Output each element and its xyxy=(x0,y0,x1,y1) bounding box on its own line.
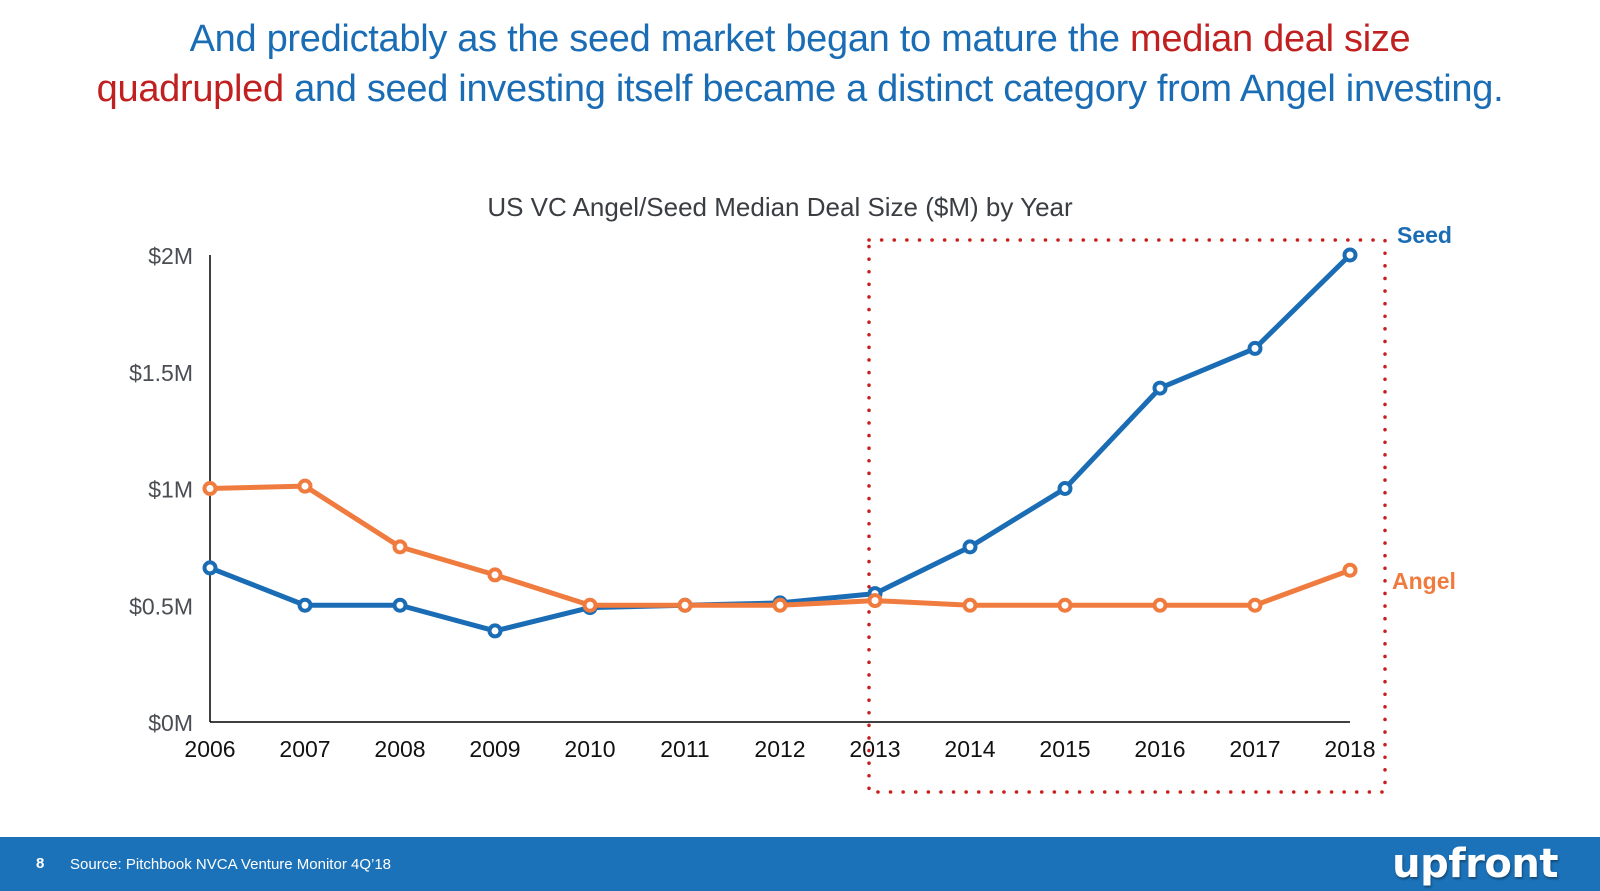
seed-point xyxy=(297,597,313,613)
y-tick-label: $1M xyxy=(148,477,193,503)
x-tick-label: 2016 xyxy=(1134,736,1185,762)
y-tick-label: $1.5M xyxy=(129,360,193,386)
headline: And predictably as the seed market began… xyxy=(0,14,1600,114)
x-tick-label: 2006 xyxy=(184,736,235,762)
seed-point xyxy=(1342,247,1358,263)
headline-line-2: quadrupled and seed investing itself bec… xyxy=(0,64,1600,114)
headline-line-1: And predictably as the seed market began… xyxy=(0,14,1600,64)
seed-point xyxy=(962,539,978,555)
page-number: 8 xyxy=(36,855,45,872)
x-tick-label: 2012 xyxy=(754,736,805,762)
angel-point xyxy=(1247,597,1263,613)
legend: Seed Angel xyxy=(1392,222,1456,594)
x-tick-label: 2018 xyxy=(1324,736,1375,762)
source-note: Source: Pitchbook NVCA Venture Monitor 4… xyxy=(70,856,392,873)
seed-point xyxy=(487,623,503,639)
y-tick-label: $0M xyxy=(148,710,193,736)
angel-point xyxy=(392,539,408,555)
angel-point xyxy=(677,597,693,613)
x-tick-label: 2008 xyxy=(374,736,425,762)
angel-point xyxy=(867,593,883,609)
x-tick-label: 2010 xyxy=(564,736,615,762)
angel-point xyxy=(487,567,503,583)
highlight-box xyxy=(867,238,1387,794)
angel-series xyxy=(202,478,1358,613)
angel-point xyxy=(1152,597,1168,613)
y-axis: $0M $0.5M $1M $1.5M $2M xyxy=(129,243,211,736)
seed-point xyxy=(392,597,408,613)
x-tick-label: 2014 xyxy=(944,736,995,762)
angel-point xyxy=(1057,597,1073,613)
series xyxy=(202,247,1358,639)
headline-text: And predictably as the seed market began… xyxy=(189,18,1131,60)
seed-point xyxy=(1057,481,1073,496)
angel-point xyxy=(1342,562,1358,578)
angel-point xyxy=(772,597,788,613)
legend-label-seed: Seed xyxy=(1397,222,1452,248)
upfront-logo: upfront xyxy=(1392,841,1558,887)
x-axis: 2006 2007 2008 2009 2010 2011 2012 2013 2014 2015… xyxy=(184,721,1376,762)
seed-line xyxy=(207,252,1353,634)
headline-text: and seed investing itself became a disti… xyxy=(283,68,1504,110)
angel-point xyxy=(202,481,218,496)
legend-label-angel: Angel xyxy=(1392,568,1456,594)
highlight-box-rect xyxy=(867,238,1387,794)
angel-point xyxy=(582,597,598,613)
headline-highlight: quadrupled xyxy=(96,68,284,110)
seed-point xyxy=(1247,340,1263,356)
x-tick-label: 2011 xyxy=(660,736,709,762)
footer-bar: 8 Source: Pitchbook NVCA Venture Monitor… xyxy=(0,837,1600,891)
x-tick-label: 2017 xyxy=(1229,736,1280,762)
seed-point xyxy=(202,560,218,576)
y-tick-label: $2M xyxy=(148,243,193,269)
angel-point xyxy=(297,478,313,494)
x-tick-label: 2007 xyxy=(279,736,330,762)
angel-line xyxy=(207,483,1353,608)
seed-point xyxy=(1152,380,1168,396)
y-tick-label: $0.5M xyxy=(129,593,193,619)
line-chart: US VC Angel/Seed Median Deal Size ($M) b… xyxy=(129,192,1456,794)
headline-highlight: median deal size xyxy=(1130,18,1411,60)
angel-point xyxy=(962,597,978,613)
x-tick-label: 2013 xyxy=(849,736,900,762)
x-tick-label: 2015 xyxy=(1039,736,1090,762)
x-tick-label: 2009 xyxy=(469,736,520,762)
chart-title: US VC Angel/Seed Median Deal Size ($M) b… xyxy=(487,192,1073,222)
seed-series xyxy=(202,247,1358,639)
